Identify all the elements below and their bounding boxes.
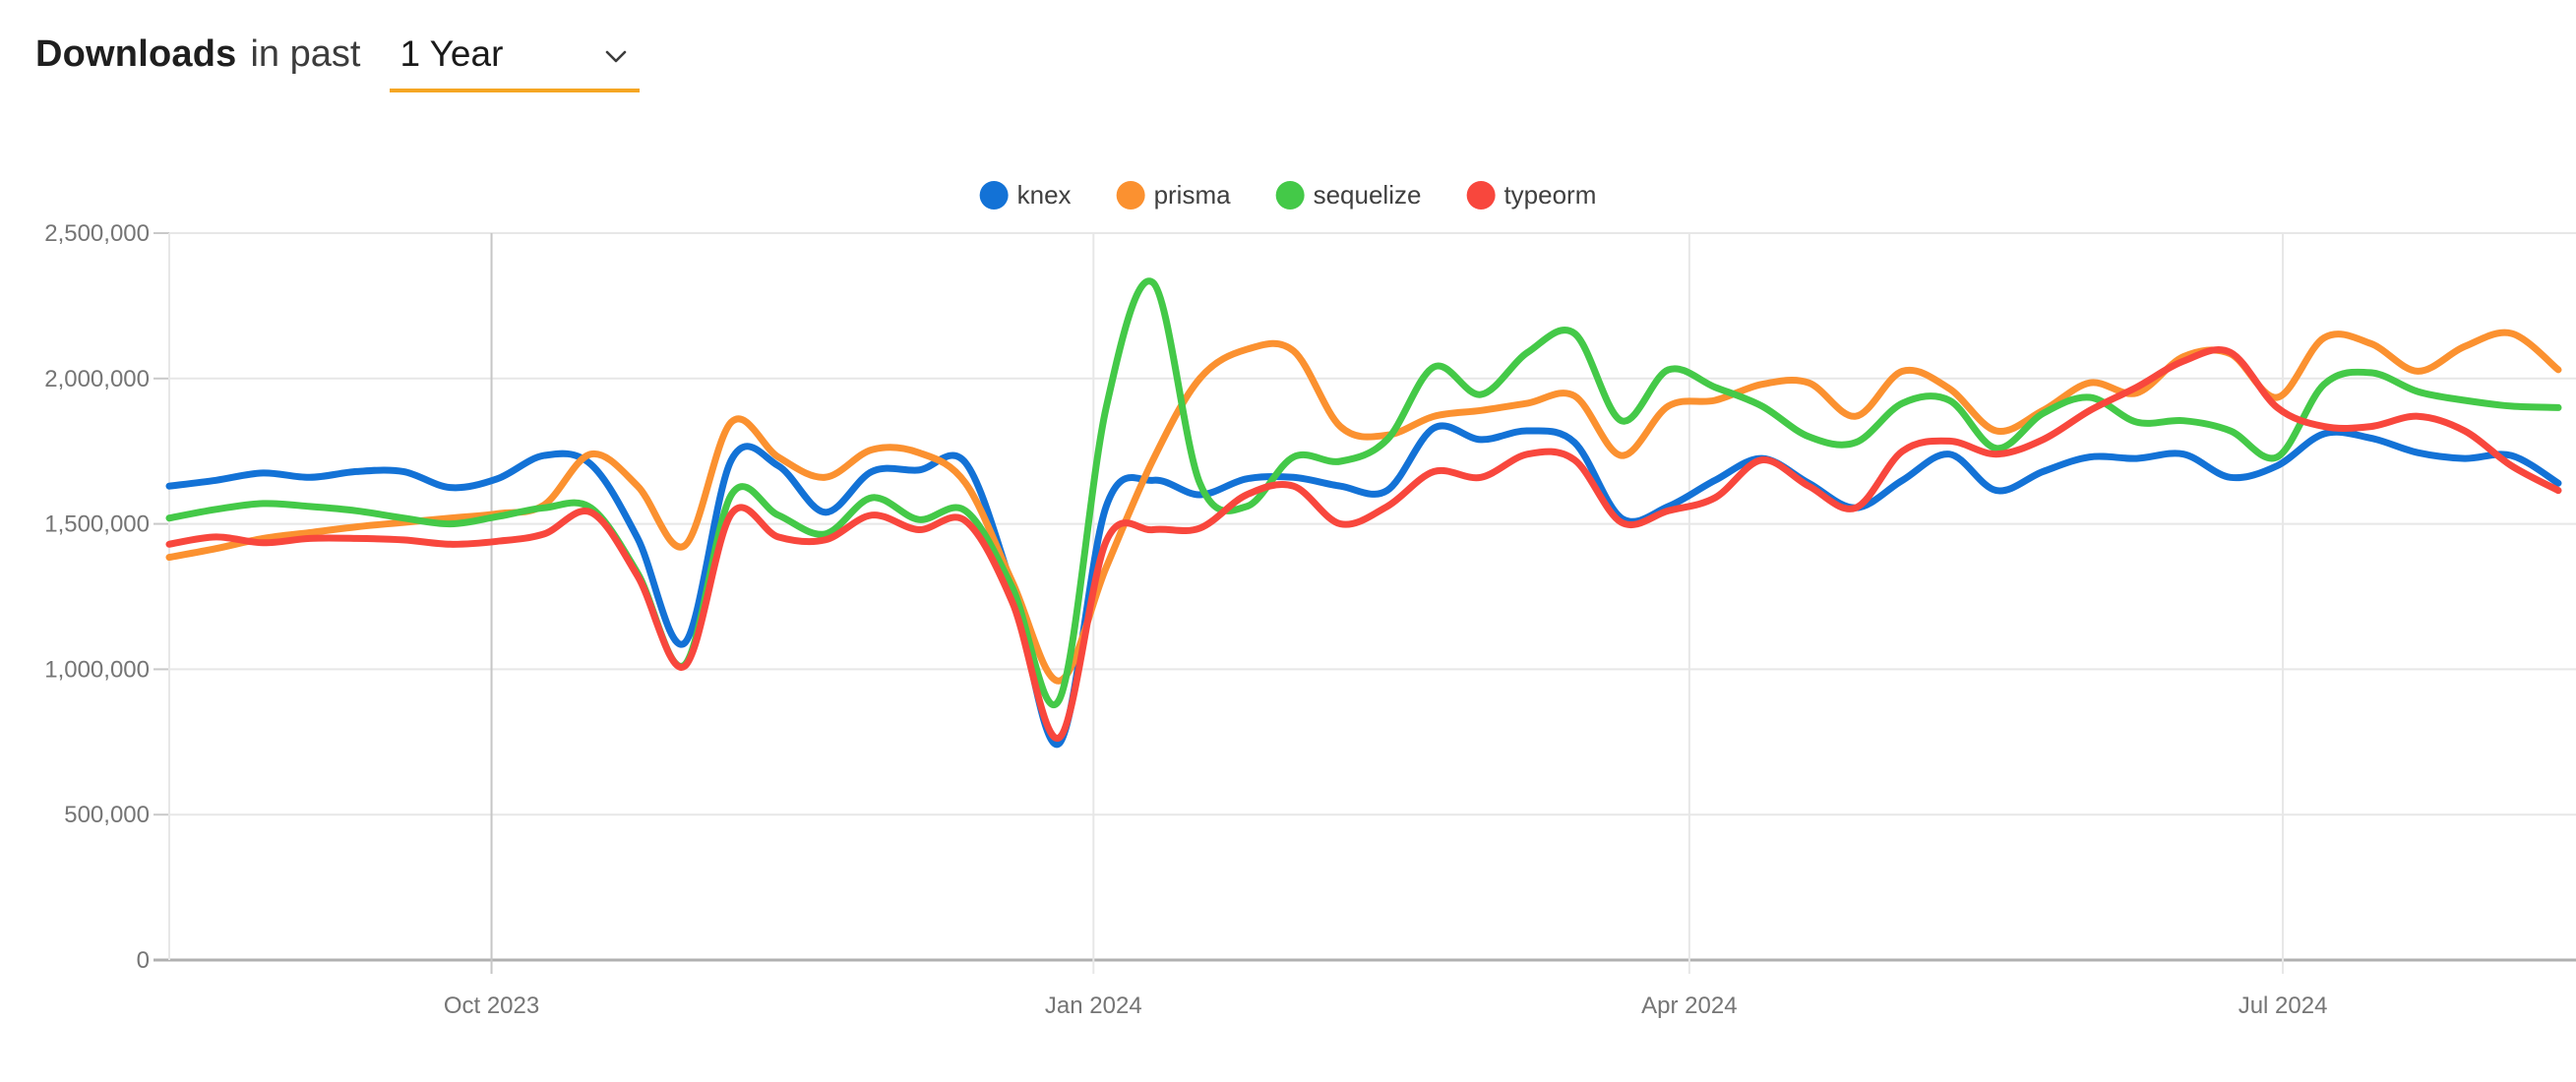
- x-tick-label: Jan 2024: [1045, 992, 1142, 1019]
- series-line-prisma: [165, 329, 2562, 685]
- legend-dot-prisma: [1116, 181, 1145, 210]
- chart-legend: knex prisma sequelize typeorm: [979, 180, 1596, 210]
- x-tick-label: Apr 2024: [1641, 992, 1737, 1019]
- y-tick-label: 500,000: [64, 802, 150, 828]
- x-tick-label: Oct 2023: [444, 992, 539, 1019]
- legend-item-prisma[interactable]: prisma: [1116, 180, 1231, 210]
- legend-label: typeorm: [1503, 180, 1597, 210]
- legend-dot-typeorm: [1466, 181, 1496, 210]
- legend-item-typeorm[interactable]: typeorm: [1466, 180, 1596, 210]
- page-title: Downloads in past 1 Year: [35, 33, 641, 92]
- legend-dot-knex: [979, 181, 1009, 210]
- chevron-down-icon: [604, 49, 628, 70]
- time-range-dropdown[interactable]: 1 Year: [390, 33, 641, 92]
- series-line-knex: [165, 422, 2562, 749]
- series-line-typeorm: [165, 345, 2562, 742]
- y-tick-label: 0: [137, 947, 150, 974]
- y-tick-label: 1,000,000: [44, 656, 150, 683]
- legend-label: prisma: [1153, 180, 1231, 210]
- title-in-past: in past: [250, 33, 361, 75]
- legend-item-knex[interactable]: knex: [979, 180, 1072, 210]
- legend-dot-sequelize: [1275, 181, 1305, 210]
- legend-item-sequelize[interactable]: sequelize: [1275, 180, 1422, 210]
- legend-label: knex: [1016, 180, 1072, 210]
- x-tick-label: Jul 2024: [2239, 992, 2328, 1019]
- time-range-value: 1 Year: [399, 33, 504, 74]
- y-tick-label: 2,000,000: [44, 366, 150, 392]
- legend-label: sequelize: [1313, 180, 1422, 210]
- title-downloads: Downloads: [35, 33, 237, 75]
- y-tick-label: 2,500,000: [44, 220, 150, 247]
- y-tick-label: 1,500,000: [44, 511, 150, 538]
